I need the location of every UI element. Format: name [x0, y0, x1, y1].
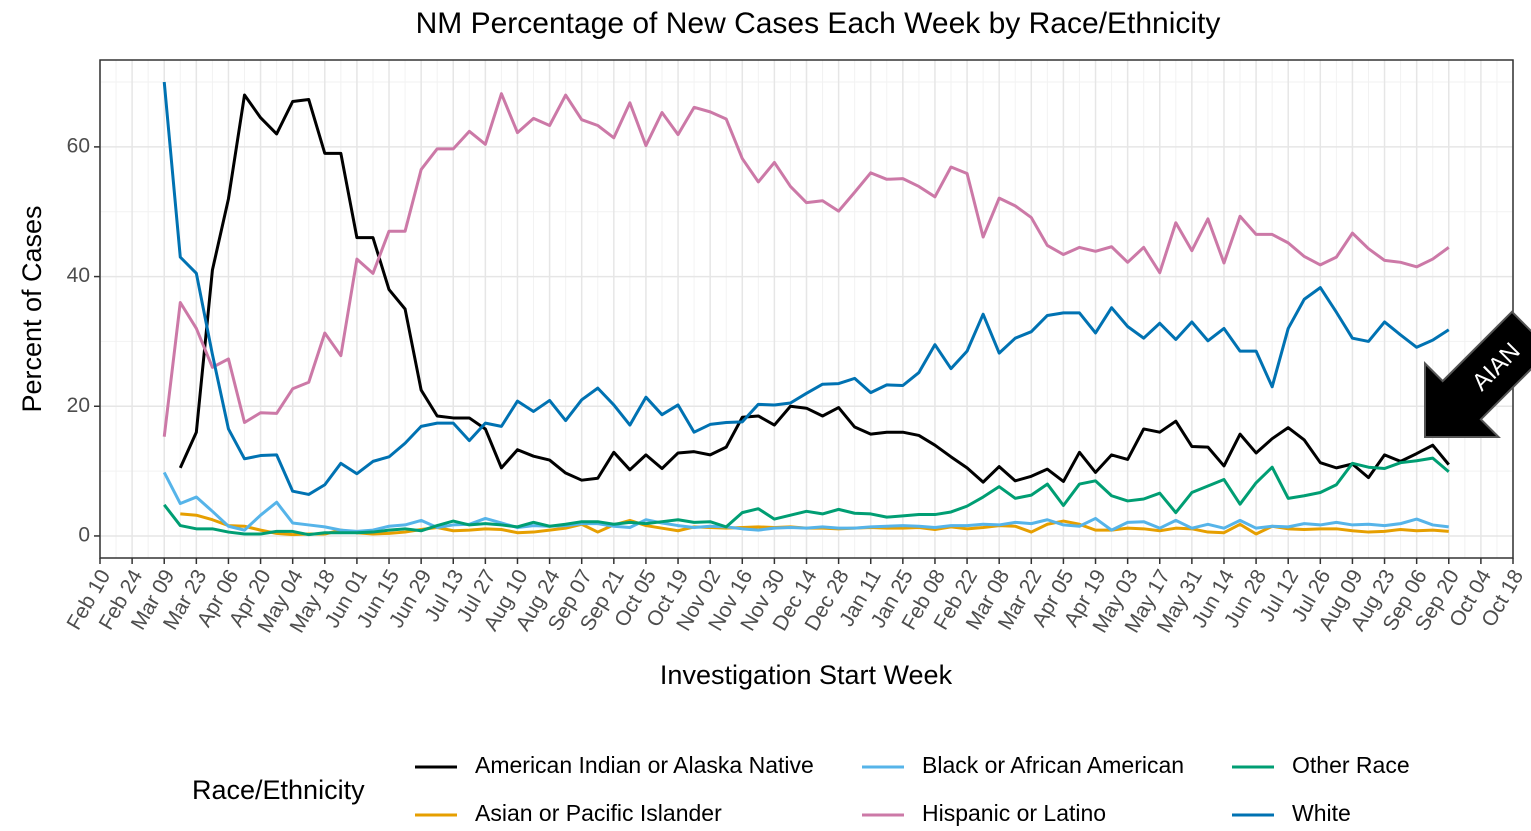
x-axis-label: Investigation Start Week [660, 660, 953, 690]
series-line [162, 471, 1449, 533]
y-tick-label: 60 [67, 134, 90, 157]
series-line [178, 93, 1450, 484]
series-line [162, 81, 1450, 496]
legend-label: Hispanic or Latino [922, 800, 1106, 826]
plot [99, 59, 1514, 559]
y-axis-label: Percent of Cases [17, 205, 47, 412]
y-tick-label: 40 [67, 264, 90, 287]
legend-label: American Indian or Alaska Native [475, 752, 814, 778]
legend-label: Black or African American [922, 752, 1184, 778]
y-tick-label: 20 [67, 394, 90, 417]
legend-label: White [1292, 800, 1351, 826]
legend-label: Asian or Pacific Islander [475, 800, 722, 826]
y-tick-label: 0 [78, 524, 90, 547]
chart-title: NM Percentage of New Cases Each Week by … [416, 7, 1221, 40]
legend-title: Race/Ethnicity [192, 775, 365, 805]
series-line [162, 92, 1450, 437]
series-line [163, 456, 1450, 537]
arrow-shape [1424, 310, 1531, 438]
legend-label: Other Race [1292, 752, 1410, 778]
